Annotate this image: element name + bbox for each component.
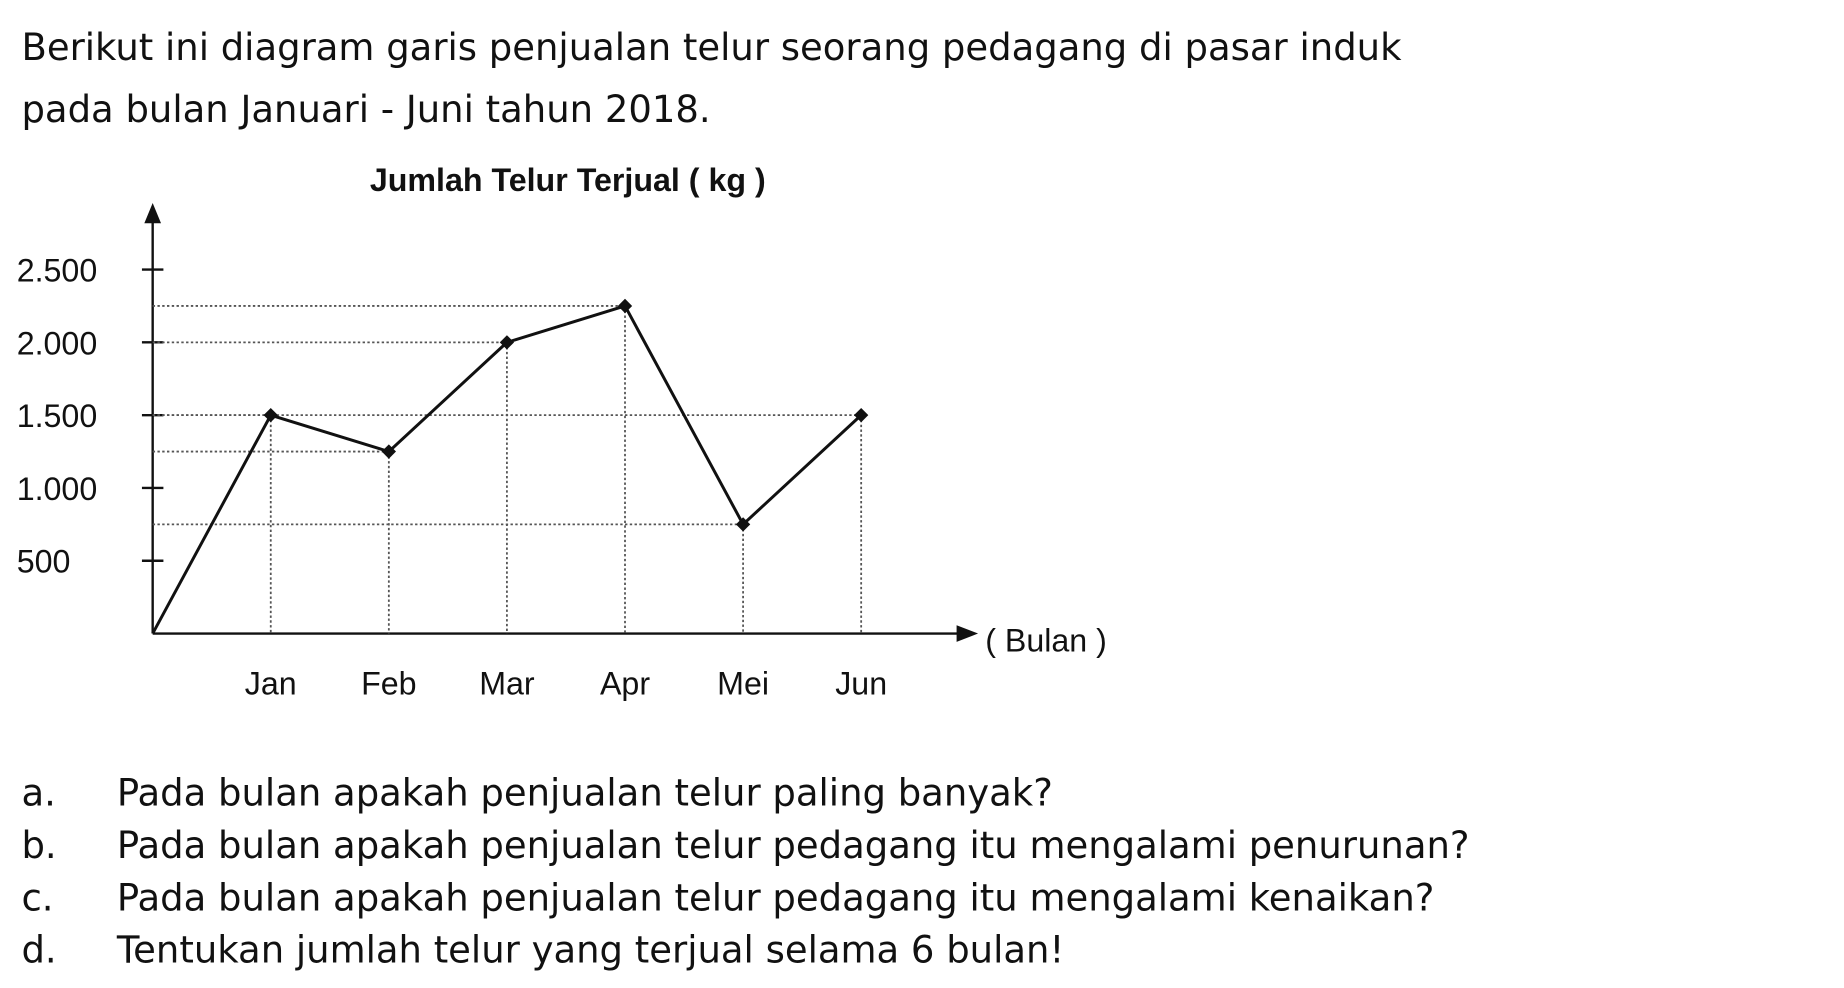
x-tick-label: Jan	[245, 665, 297, 701]
data-point	[617, 298, 633, 314]
data-point	[381, 444, 396, 459]
question-letter: d.	[21, 929, 56, 972]
question-letter: b.	[21, 824, 56, 867]
x-tick-label: Mei	[717, 665, 769, 701]
intro-line: pada bulan Januari - Juni tahun 2018.	[21, 88, 710, 131]
data-point	[499, 335, 515, 350]
y-tick-label: 1.000	[17, 471, 98, 507]
data-point	[854, 407, 869, 423]
data-line	[151, 304, 863, 635]
question-letter: c.	[21, 876, 53, 919]
y-axis-arrow	[144, 202, 162, 224]
y-tick-label: 500	[17, 544, 71, 580]
y-tick-label: 2.000	[17, 325, 98, 361]
question-letter: a.	[21, 771, 55, 814]
x-tick-label: Feb	[361, 665, 416, 701]
x-axis-label: ( Bulan )	[985, 622, 1107, 658]
question-text: Pada bulan apakah penjualan telur paling…	[117, 771, 1053, 814]
intro-line: Berikut ini diagram garis penjualan telu…	[21, 26, 1402, 69]
question-text: Tentukan jumlah telur yang terjual selam…	[116, 929, 1064, 972]
question-text: Pada bulan apakah penjualan telur pedaga…	[117, 824, 1470, 867]
y-tick-label: 2.500	[17, 252, 98, 288]
x-axis-arrow	[956, 625, 979, 642]
x-tick-label: Jun	[835, 665, 887, 701]
chart-title: Jumlah Telur Terjual ( kg )	[370, 162, 766, 198]
data-point	[263, 407, 278, 423]
y-tick-label: 1.500	[17, 398, 98, 434]
x-tick-label: Apr	[600, 665, 650, 701]
question-text: Pada bulan apakah penjualan telur pedaga…	[117, 876, 1435, 919]
x-tick-label: Mar	[479, 665, 535, 701]
